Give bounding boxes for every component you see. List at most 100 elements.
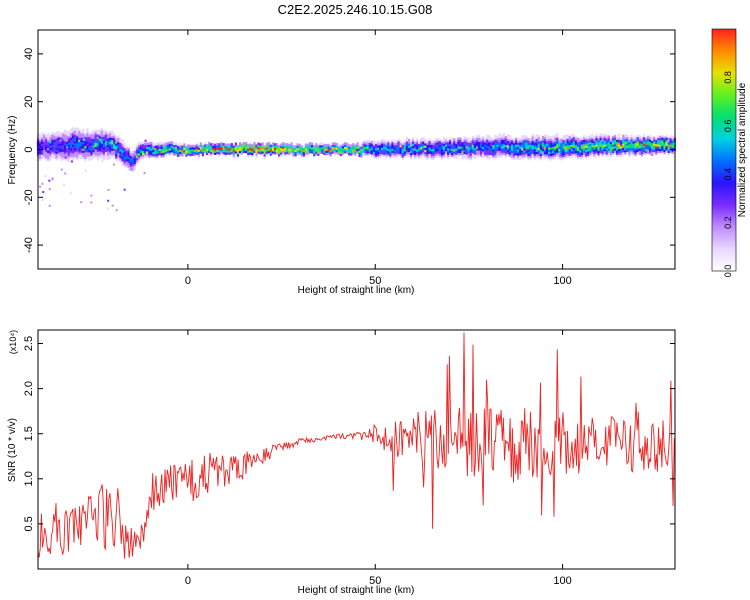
heatmap-cell — [591, 151, 594, 154]
heatmap-cell — [242, 146, 246, 149]
heatmap-cell — [531, 134, 534, 137]
heatmap-cell — [552, 150, 555, 154]
heatmap-cell — [593, 151, 596, 154]
heatmap-cell — [508, 149, 512, 153]
heatmap-cell — [113, 150, 116, 153]
heatmap-cell — [517, 151, 520, 154]
heatmap-cell — [51, 155, 54, 159]
heatmap-cell — [183, 147, 186, 151]
heatmap-cell — [65, 156, 69, 160]
heatmap-cell — [566, 134, 569, 137]
heatmap-cell — [100, 132, 104, 136]
heatmap-cell — [306, 147, 310, 151]
heatmap-cell — [84, 136, 87, 140]
colorbar-ticks: 0.00.20.40.60.8 — [723, 71, 733, 277]
heatmap-cell — [414, 141, 417, 145]
heatmap-cell — [84, 139, 87, 142]
heatmap-cell — [496, 137, 499, 141]
heatmap-cell — [230, 149, 233, 153]
heatmap-cell — [43, 156, 46, 159]
heatmap-cell — [61, 157, 64, 161]
heatmap-cell — [407, 140, 411, 144]
heatmap-cell — [630, 136, 633, 140]
heatmap-cell — [494, 147, 497, 151]
heatmap-cell — [201, 145, 205, 148]
heatmap-cell — [628, 150, 631, 153]
heatmap-cell — [100, 128, 104, 131]
heatmap-cell — [236, 147, 240, 150]
heatmap-cell — [554, 141, 557, 145]
heatmap-cell — [630, 138, 633, 142]
heatmap-cell — [519, 148, 522, 152]
heatmap-cell — [486, 141, 489, 144]
heatmap-cell — [644, 137, 648, 141]
heatmap-cell — [102, 136, 106, 139]
heatmap-cell — [76, 138, 79, 141]
heatmap-cell — [358, 145, 361, 149]
heatmap-cell — [523, 156, 526, 160]
heatmap-cell — [502, 143, 505, 147]
heatmap-cell — [337, 148, 341, 151]
heatmap-cell — [71, 127, 75, 130]
heatmap-cell — [535, 149, 538, 152]
heatmap-cell — [634, 149, 637, 152]
heatmap-cell — [556, 148, 559, 151]
heatmap-cell — [71, 157, 75, 160]
heatmap-cell — [275, 145, 279, 148]
heatmap-cell — [144, 148, 147, 152]
heatmap-cell — [587, 136, 590, 139]
heatmap-cell — [409, 154, 413, 158]
heatmap-cell — [583, 154, 586, 158]
heatmap-cell — [492, 144, 495, 148]
heatmap-cell — [224, 143, 227, 147]
heatmap-cell — [90, 138, 93, 141]
heatmap-cell — [245, 150, 248, 154]
heatmap-cell — [372, 140, 376, 144]
heatmap-cell — [500, 152, 503, 155]
heatmap-cell — [170, 147, 174, 151]
heatmap-cell — [337, 152, 341, 156]
heatmap-cell — [545, 139, 549, 142]
heatmap-cell — [245, 141, 248, 145]
heatmap-cell — [502, 139, 505, 143]
heatmap-cell — [661, 147, 664, 151]
heatmap-cell — [488, 148, 491, 151]
heatmap-cell — [543, 149, 547, 153]
heatmap-cell — [379, 142, 382, 146]
heatmap-cell — [638, 152, 641, 156]
heatmap-cell — [179, 151, 182, 155]
heatmap-cell — [104, 145, 108, 148]
heatmap-cell — [616, 143, 619, 147]
heatmap-cell — [88, 143, 91, 146]
heatmap-cell — [539, 144, 543, 148]
heatmap-cell — [45, 140, 48, 144]
heatmap-cell — [583, 143, 586, 147]
heatmap-cell — [519, 137, 522, 141]
heatmap-cell — [543, 143, 547, 146]
heatmap-cell — [49, 138, 52, 142]
heatmap-cell — [529, 140, 532, 143]
heatmap-cell — [589, 150, 592, 153]
heatmap-cell — [585, 156, 588, 159]
heatmap-cell — [504, 144, 508, 148]
heatmap-cell — [137, 159, 141, 162]
heatmap-cell — [150, 141, 153, 145]
heatmap-cell — [232, 149, 235, 153]
heatmap-cell — [290, 148, 293, 152]
heatmap-cell — [135, 159, 139, 163]
heatmap-cell — [449, 154, 452, 158]
heatmap-cell — [82, 150, 85, 153]
heatmap-cell — [438, 151, 442, 154]
heatmap-cell — [628, 152, 631, 155]
heatmap-cell — [570, 140, 573, 143]
heatmap-cell — [189, 151, 192, 155]
heatmap-cell — [88, 158, 91, 161]
heatmap-cell — [57, 143, 60, 147]
heatmap-cell — [67, 137, 71, 141]
heatmap-cell — [364, 144, 367, 147]
heatmap-cell — [323, 148, 326, 151]
heatmap-cell — [574, 142, 578, 145]
heatmap-cell — [609, 148, 613, 151]
heatmap-cell — [191, 153, 194, 156]
heatmap-cell — [354, 146, 357, 150]
